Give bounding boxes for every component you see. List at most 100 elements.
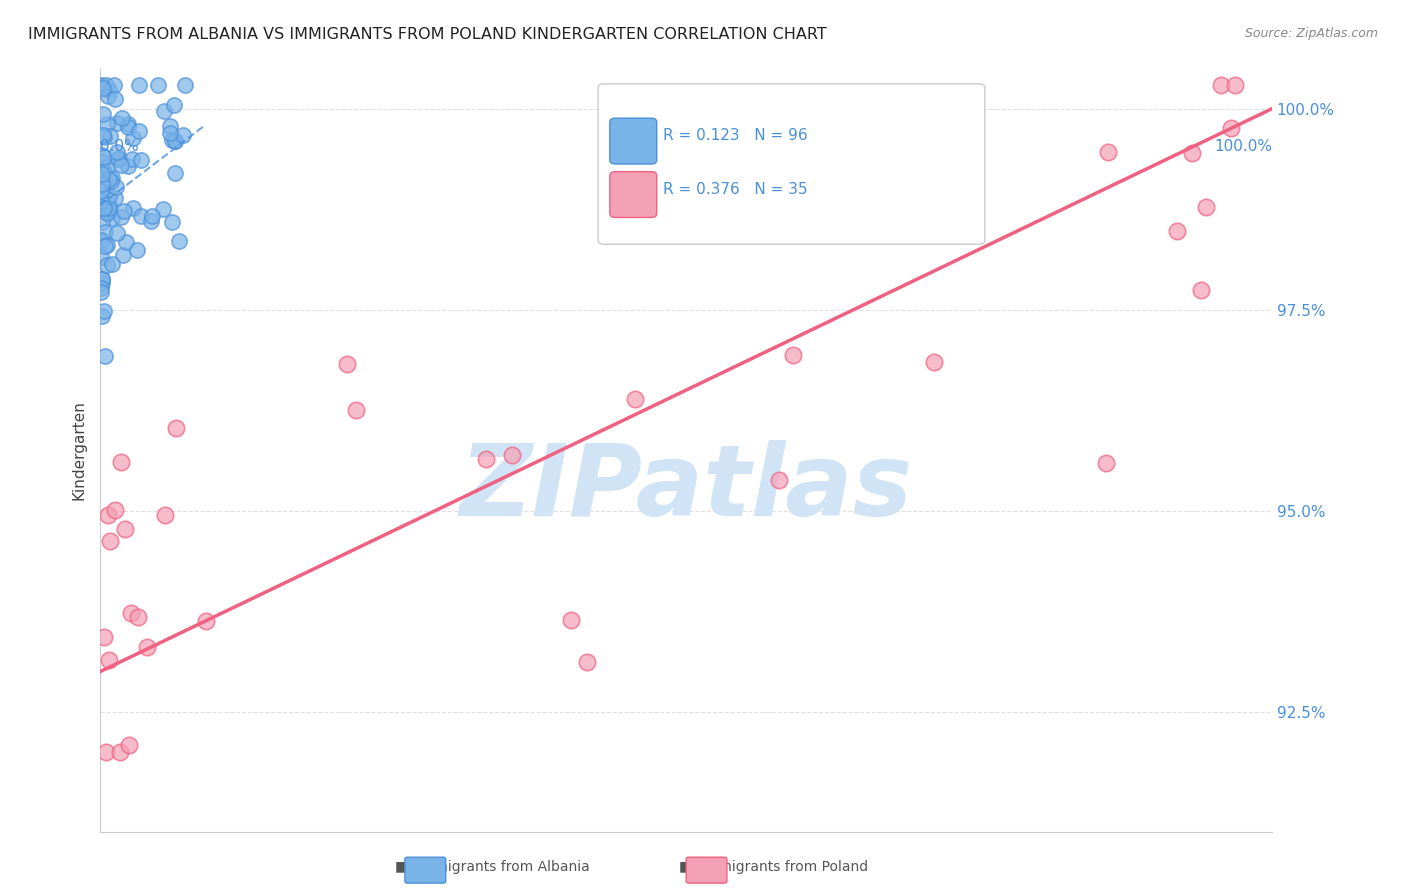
Text: R = 0.123   N = 96: R = 0.123 N = 96 bbox=[662, 128, 807, 144]
Immigrants from Albania bbox=[108, 151, 131, 165]
Immigrants from Albania bbox=[98, 203, 121, 218]
Immigrants from Poland bbox=[1189, 283, 1212, 297]
Immigrants from Albania bbox=[160, 214, 183, 228]
Immigrants from Albania bbox=[129, 153, 152, 167]
Immigrants from Poland bbox=[344, 402, 367, 417]
Immigrants from Poland bbox=[114, 522, 136, 536]
Immigrants from Albania bbox=[110, 158, 132, 172]
Immigrants from Poland bbox=[475, 451, 498, 466]
Immigrants from Poland bbox=[1194, 200, 1216, 214]
Immigrants from Poland bbox=[104, 503, 127, 517]
Immigrants from Albania bbox=[93, 304, 115, 318]
Immigrants from Albania bbox=[97, 189, 120, 203]
Immigrants from Poland bbox=[120, 607, 142, 621]
Immigrants from Albania bbox=[173, 78, 195, 92]
Immigrants from Albania bbox=[91, 107, 114, 121]
FancyBboxPatch shape bbox=[598, 84, 984, 244]
Immigrants from Albania bbox=[152, 202, 174, 216]
Immigrants from Albania bbox=[100, 211, 122, 225]
Immigrants from Poland bbox=[1166, 224, 1188, 238]
Immigrants from Albania bbox=[93, 174, 115, 188]
Immigrants from Albania bbox=[90, 176, 112, 190]
Text: ZIPatlas: ZIPatlas bbox=[460, 440, 912, 537]
Immigrants from Poland bbox=[110, 455, 132, 469]
Immigrants from Poland bbox=[782, 348, 804, 362]
Immigrants from Albania bbox=[110, 210, 132, 224]
Text: 0.0%: 0.0% bbox=[100, 139, 139, 153]
Immigrants from Albania bbox=[90, 195, 112, 210]
Immigrants from Poland bbox=[155, 508, 177, 522]
Immigrants from Albania bbox=[163, 98, 186, 112]
Y-axis label: Kindergarten: Kindergarten bbox=[72, 401, 86, 500]
Immigrants from Albania bbox=[91, 148, 114, 162]
Immigrants from Poland bbox=[560, 613, 582, 627]
Immigrants from Albania bbox=[90, 155, 112, 169]
Immigrants from Albania bbox=[167, 234, 190, 248]
Immigrants from Poland bbox=[98, 533, 121, 548]
Immigrants from Albania bbox=[90, 310, 112, 324]
Immigrants from Poland bbox=[127, 610, 149, 624]
Immigrants from Albania bbox=[93, 239, 115, 253]
Immigrants from Albania bbox=[153, 104, 176, 119]
Immigrants from Albania bbox=[96, 237, 118, 252]
Immigrants from Albania bbox=[90, 194, 112, 208]
Immigrants from Poland bbox=[1097, 145, 1119, 159]
Immigrants from Poland bbox=[576, 656, 599, 670]
Immigrants from Albania bbox=[96, 258, 118, 272]
FancyBboxPatch shape bbox=[610, 118, 657, 164]
Immigrants from Albania bbox=[111, 248, 134, 262]
Immigrants from Albania bbox=[90, 78, 112, 92]
Text: ■  Immigrants from Poland: ■ Immigrants from Poland bbox=[679, 860, 868, 874]
Immigrants from Albania bbox=[141, 209, 163, 223]
Immigrants from Albania bbox=[94, 179, 117, 194]
Immigrants from Albania bbox=[94, 78, 117, 92]
Immigrants from Albania bbox=[101, 171, 124, 186]
Immigrants from Poland bbox=[98, 653, 121, 667]
Immigrants from Albania bbox=[91, 177, 114, 191]
Immigrants from Poland bbox=[93, 630, 115, 644]
Immigrants from Albania bbox=[90, 234, 112, 248]
Immigrants from Albania bbox=[122, 130, 145, 145]
Immigrants from Albania bbox=[105, 145, 128, 159]
Text: IMMIGRANTS FROM ALBANIA VS IMMIGRANTS FROM POLAND KINDERGARTEN CORRELATION CHART: IMMIGRANTS FROM ALBANIA VS IMMIGRANTS FR… bbox=[28, 27, 827, 42]
Immigrants from Albania bbox=[90, 183, 112, 197]
Immigrants from Albania bbox=[90, 233, 112, 247]
Immigrants from Poland bbox=[1223, 78, 1246, 92]
Immigrants from Albania bbox=[98, 129, 121, 144]
Immigrants from Albania bbox=[93, 349, 115, 363]
Immigrants from Albania bbox=[97, 201, 120, 215]
Immigrants from Albania bbox=[128, 78, 150, 92]
Immigrants from Poland bbox=[96, 745, 118, 759]
Immigrants from Albania bbox=[111, 111, 134, 125]
Text: 100.0%: 100.0% bbox=[1213, 139, 1272, 153]
Immigrants from Poland bbox=[1220, 120, 1243, 135]
Immigrants from Albania bbox=[139, 213, 162, 227]
Text: ■  Immigrants from Albania: ■ Immigrants from Albania bbox=[395, 860, 589, 874]
Immigrants from Albania bbox=[128, 124, 150, 138]
Immigrants from Albania bbox=[96, 117, 118, 131]
Immigrants from Albania bbox=[112, 204, 135, 219]
Immigrants from Albania bbox=[90, 167, 112, 181]
Immigrants from Albania bbox=[129, 209, 152, 223]
Immigrants from Poland bbox=[118, 739, 141, 753]
Immigrants from Albania bbox=[105, 116, 128, 130]
Immigrants from Albania bbox=[105, 226, 128, 240]
Immigrants from Albania bbox=[103, 191, 125, 205]
Immigrants from Albania bbox=[172, 128, 194, 143]
Immigrants from Albania bbox=[117, 120, 139, 134]
Immigrants from Albania bbox=[97, 198, 120, 212]
Immigrants from Albania bbox=[97, 83, 120, 97]
Immigrants from Poland bbox=[1181, 145, 1204, 160]
Immigrants from Albania bbox=[93, 161, 115, 176]
Immigrants from Albania bbox=[101, 256, 124, 270]
Immigrants from Poland bbox=[1095, 456, 1118, 470]
Immigrants from Albania bbox=[93, 150, 115, 164]
Immigrants from Poland bbox=[501, 448, 523, 462]
FancyBboxPatch shape bbox=[610, 171, 657, 218]
Immigrants from Poland bbox=[165, 421, 187, 435]
Immigrants from Albania bbox=[91, 160, 114, 174]
Immigrants from Albania bbox=[165, 166, 187, 180]
Immigrants from Albania bbox=[93, 201, 115, 215]
Immigrants from Albania bbox=[96, 160, 118, 174]
Immigrants from Albania bbox=[117, 117, 139, 131]
